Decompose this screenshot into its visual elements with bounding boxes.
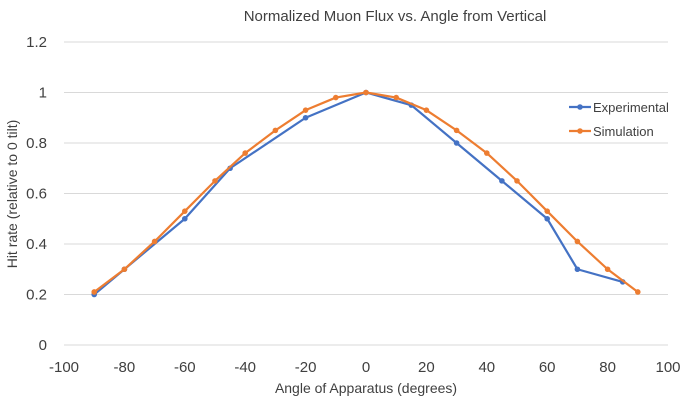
series-simulation bbox=[91, 89, 641, 295]
legend-label: Simulation bbox=[593, 124, 654, 139]
x-tick-label: -100 bbox=[49, 359, 79, 376]
experimental-point bbox=[302, 114, 309, 121]
experimental-point bbox=[453, 140, 460, 146]
simulation-point bbox=[604, 266, 611, 273]
simulation-point bbox=[363, 89, 369, 96]
y-tick-label: 0.2 bbox=[26, 287, 47, 304]
x-tick-label: 60 bbox=[539, 359, 556, 376]
simulation-point bbox=[484, 150, 490, 156]
y-tick-label: 0.6 bbox=[26, 186, 47, 203]
experimental-point bbox=[182, 215, 188, 222]
y-tick-label: 0.8 bbox=[26, 135, 47, 152]
simulation-point bbox=[242, 150, 248, 156]
series-layer bbox=[91, 89, 641, 298]
y-tick-label: 1.2 bbox=[26, 34, 47, 51]
simulation-point bbox=[453, 127, 460, 134]
simulation-point bbox=[121, 266, 128, 273]
experimental-point bbox=[544, 215, 550, 222]
y-tick-label: 1 bbox=[39, 85, 47, 102]
y-axis-ticks: 0 0.2 0.4 0.6 0.8 1 1.2 bbox=[26, 34, 47, 354]
x-tick-label: -20 bbox=[295, 359, 317, 376]
simulation-point bbox=[514, 178, 520, 184]
x-tick-label: 80 bbox=[599, 359, 616, 376]
x-tick-label: -40 bbox=[234, 359, 256, 376]
legend-marker bbox=[577, 104, 583, 110]
x-tick-label: 40 bbox=[478, 359, 495, 376]
simulation-line bbox=[93, 91, 639, 293]
y-tick-label: 0 bbox=[39, 337, 47, 354]
simulation-point bbox=[333, 94, 339, 101]
simulation-point bbox=[302, 107, 309, 113]
legend: Experimental Simulation bbox=[569, 100, 669, 139]
x-tick-label: -80 bbox=[114, 359, 136, 376]
simulation-point bbox=[574, 238, 581, 245]
legend-item-simulation: Simulation bbox=[569, 124, 654, 139]
legend-marker bbox=[577, 128, 583, 134]
x-tick-label: 20 bbox=[418, 359, 435, 376]
x-axis-title: Angle of Apparatus (degrees) bbox=[275, 380, 457, 396]
simulation-point bbox=[91, 289, 97, 295]
x-tick-label: 0 bbox=[362, 359, 370, 376]
simulation-point bbox=[212, 178, 218, 184]
experimental-line bbox=[93, 91, 623, 296]
gridlines bbox=[64, 41, 668, 346]
simulation-point bbox=[544, 208, 550, 214]
x-tick-label: 100 bbox=[655, 359, 680, 376]
simulation-point bbox=[393, 94, 400, 101]
simulation-point bbox=[423, 107, 430, 113]
x-tick-label: -60 bbox=[174, 359, 196, 376]
experimental-point bbox=[574, 266, 581, 273]
chart-title: Normalized Muon Flux vs. Angle from Vert… bbox=[244, 8, 547, 25]
y-axis-title: Hit rate (relative to 0 tilt) bbox=[4, 120, 20, 269]
simulation-point bbox=[182, 208, 188, 214]
simulation-point bbox=[635, 289, 641, 295]
experimental-point bbox=[499, 178, 505, 184]
legend-item-experimental: Experimental bbox=[569, 100, 669, 115]
simulation-point bbox=[151, 238, 158, 245]
x-axis-ticks: -100 -80 -60 -40 -20 0 20 40 60 80 100 bbox=[49, 359, 681, 376]
simulation-point bbox=[272, 127, 279, 134]
y-tick-label: 0.4 bbox=[26, 236, 47, 253]
legend-label: Experimental bbox=[593, 100, 669, 115]
